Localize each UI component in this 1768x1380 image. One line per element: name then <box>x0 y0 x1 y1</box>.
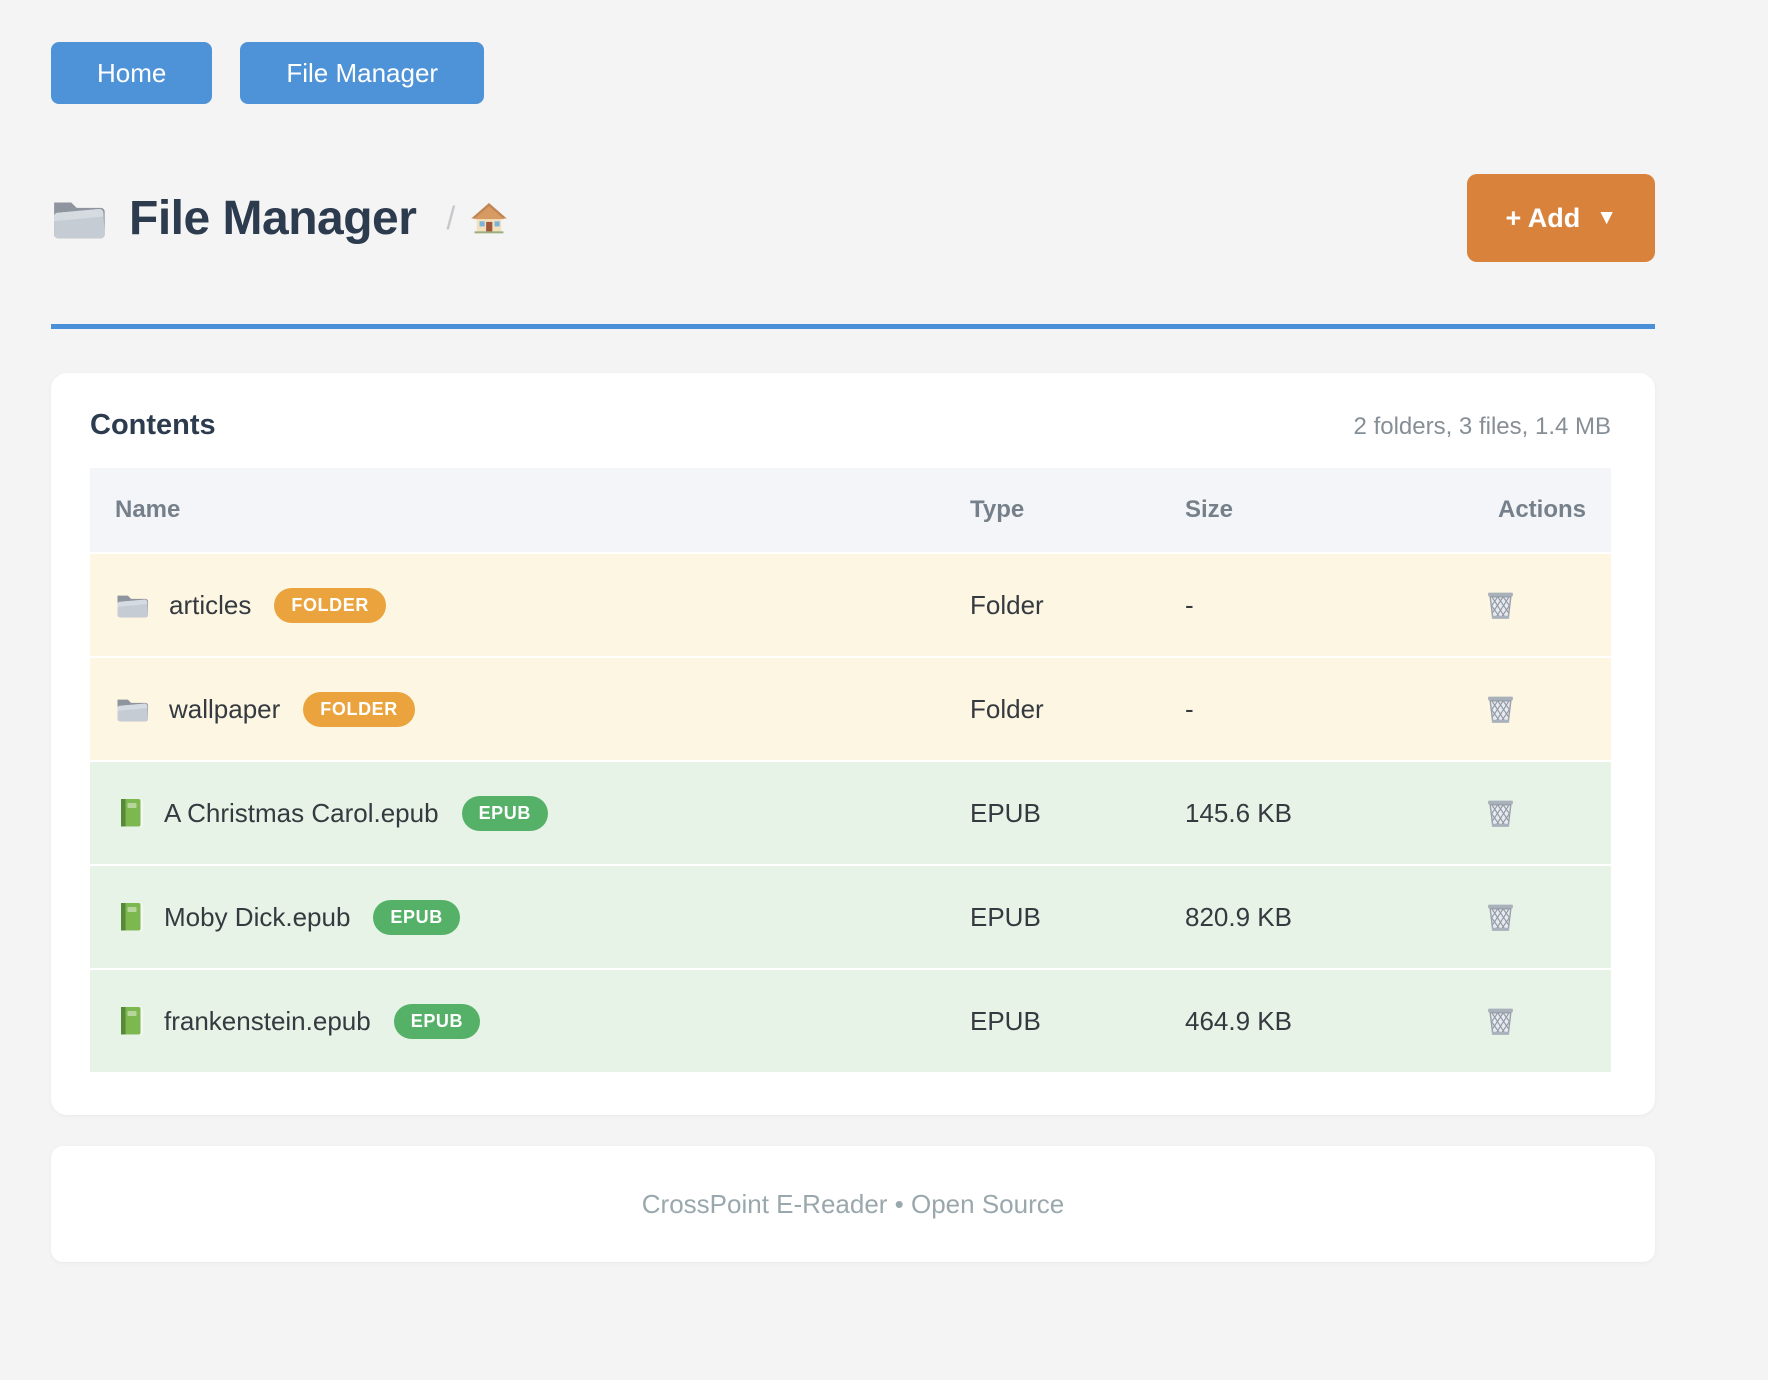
table-row[interactable]: Moby Dick.epub EPUB EPUB 820.9 KB <box>90 866 1611 968</box>
page: Home File Manager File Manager / + Add ▼… <box>51 0 1655 1262</box>
delete-button[interactable] <box>1484 899 1517 935</box>
add-button[interactable]: + Add ▼ <box>1467 174 1655 262</box>
folder-icon <box>51 193 107 243</box>
chevron-down-icon: ▼ <box>1596 206 1617 229</box>
table-body: articles FOLDER Folder - wallpaper FOLDE… <box>90 554 1611 1072</box>
file-name: wallpaper <box>169 693 281 724</box>
breadcrumb: / <box>446 199 509 237</box>
folder-icon <box>115 694 150 724</box>
book-icon <box>115 796 145 830</box>
type-cell: Folder <box>970 693 1044 724</box>
type-cell: Folder <box>970 589 1044 620</box>
table-row[interactable]: A Christmas Carol.epub EPUB EPUB 145.6 K… <box>90 762 1611 864</box>
trash-icon <box>1484 899 1517 935</box>
table-row[interactable]: articles FOLDER Folder - <box>90 554 1611 656</box>
home-button[interactable]: Home <box>51 42 213 104</box>
table-row[interactable]: wallpaper FOLDER Folder - <box>90 658 1611 760</box>
type-badge: EPUB <box>373 899 460 935</box>
file-name: frankenstein.epub <box>164 1005 371 1036</box>
actions-cell <box>1350 691 1611 727</box>
header-divider <box>51 324 1655 329</box>
type-badge: FOLDER <box>274 587 386 623</box>
trash-icon <box>1484 587 1517 623</box>
size-cell: 145.6 KB <box>1185 797 1292 828</box>
footer-text: CrossPoint E-Reader • Open Source <box>641 1188 1065 1219</box>
delete-button[interactable] <box>1484 1003 1517 1039</box>
trash-icon <box>1484 795 1517 831</box>
table-row[interactable]: frankenstein.epub EPUB EPUB 464.9 KB <box>90 970 1611 1072</box>
contents-card-header: Contents 2 folders, 3 files, 1.4 MB <box>90 409 1611 442</box>
actions-cell <box>1350 587 1611 623</box>
name-cell: A Christmas Carol.epub EPUB <box>90 795 945 831</box>
page-header: File Manager / + Add ▼ <box>51 170 1655 266</box>
actions-cell <box>1350 899 1611 935</box>
contents-card: Contents 2 folders, 3 files, 1.4 MB Name… <box>51 373 1655 1115</box>
trash-icon <box>1484 691 1517 727</box>
file-name: Moby Dick.epub <box>164 901 351 932</box>
column-header-type: Type <box>970 496 1025 523</box>
breadcrumb-separator: / <box>446 199 456 236</box>
size-cell: 464.9 KB <box>1185 1005 1292 1036</box>
file-manager-button[interactable]: File Manager <box>240 42 485 104</box>
size-cell: - <box>1185 693 1194 724</box>
folder-icon <box>115 590 150 620</box>
footer-card: CrossPoint E-Reader • Open Source <box>51 1146 1655 1262</box>
name-cell: articles FOLDER <box>90 587 945 623</box>
name-cell: Moby Dick.epub EPUB <box>90 899 945 935</box>
delete-button[interactable] <box>1484 691 1517 727</box>
size-cell: - <box>1185 589 1194 620</box>
size-cell: 820.9 KB <box>1185 901 1292 932</box>
delete-button[interactable] <box>1484 587 1517 623</box>
file-name: A Christmas Carol.epub <box>164 797 439 828</box>
contents-summary: 2 folders, 3 files, 1.4 MB <box>1353 413 1611 440</box>
actions-cell <box>1350 795 1611 831</box>
actions-cell <box>1350 1003 1611 1039</box>
add-button-label: + Add <box>1505 202 1581 233</box>
name-cell: frankenstein.epub EPUB <box>90 1003 945 1039</box>
column-header-name: Name <box>115 496 181 523</box>
type-cell: EPUB <box>970 797 1041 828</box>
type-badge: EPUB <box>461 795 548 831</box>
page-title: File Manager <box>129 191 417 245</box>
title-group: File Manager <box>51 191 417 246</box>
book-icon <box>115 900 145 934</box>
contents-heading: Contents <box>90 409 216 441</box>
table-header-row: Name Type Size Actions <box>90 468 1611 552</box>
top-nav: Home File Manager <box>51 0 1655 104</box>
name-cell: wallpaper FOLDER <box>90 691 945 727</box>
book-icon <box>115 1004 145 1038</box>
type-cell: EPUB <box>970 1005 1041 1036</box>
type-badge: FOLDER <box>303 691 415 727</box>
file-table: Name Type Size Actions articles FOLDER F… <box>90 468 1611 1072</box>
home-icon[interactable] <box>469 199 509 237</box>
type-badge: EPUB <box>393 1003 481 1039</box>
column-header-size: Size <box>1185 496 1234 523</box>
delete-button[interactable] <box>1484 795 1517 831</box>
file-name: articles <box>169 589 252 620</box>
type-cell: EPUB <box>970 901 1041 932</box>
trash-icon <box>1484 1003 1517 1039</box>
column-header-actions: Actions <box>1497 496 1586 523</box>
